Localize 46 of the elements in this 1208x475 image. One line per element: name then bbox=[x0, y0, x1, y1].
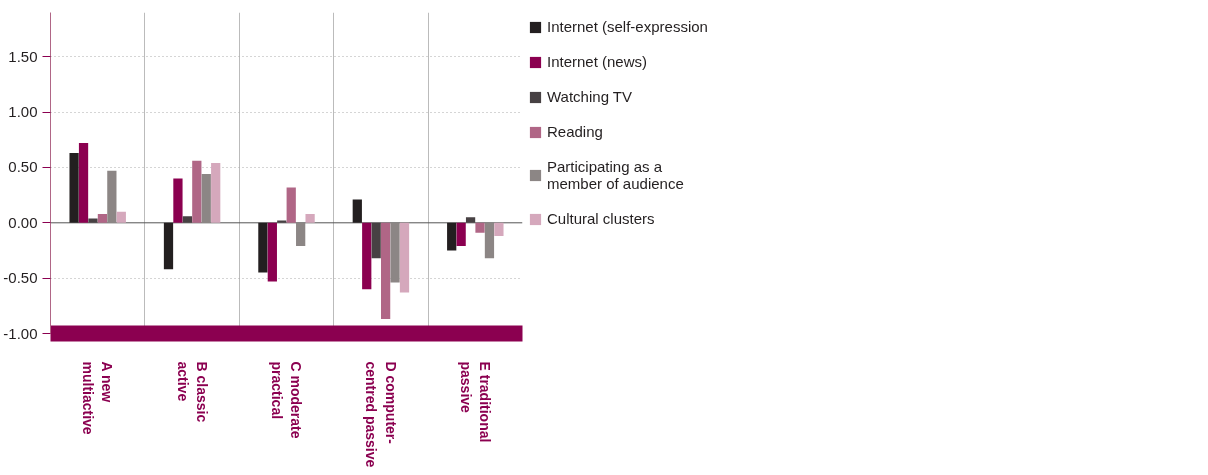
bar bbox=[484, 222, 495, 259]
y-tick-label: -1.00 bbox=[3, 324, 38, 342]
bar bbox=[69, 153, 79, 223]
bar bbox=[447, 222, 457, 251]
bar bbox=[78, 143, 89, 223]
x-tick-label: C moderate practical bbox=[268, 361, 305, 439]
bar bbox=[399, 222, 410, 293]
bar bbox=[116, 211, 126, 223]
bar bbox=[97, 213, 108, 223]
bar bbox=[494, 222, 504, 237]
x-tick-label: E traditional passive bbox=[457, 361, 493, 443]
y-tick-label: -0.50 bbox=[3, 269, 38, 287]
legend-label: Participating as a member of audience bbox=[547, 158, 684, 192]
y-tick-label: 0.00 bbox=[8, 213, 38, 231]
bar bbox=[380, 222, 391, 320]
bar bbox=[267, 222, 277, 282]
legend-label: Watching TV bbox=[547, 88, 633, 105]
x-tick-label: B classic active bbox=[174, 361, 210, 423]
bar bbox=[465, 217, 476, 223]
bar bbox=[352, 199, 362, 223]
y-tick-label: 0.50 bbox=[8, 158, 38, 176]
bar bbox=[305, 213, 315, 223]
bar bbox=[258, 222, 268, 273]
bar bbox=[163, 222, 174, 270]
bar bbox=[475, 222, 485, 233]
bar bbox=[456, 222, 466, 247]
bar bbox=[286, 187, 296, 223]
bar bbox=[390, 222, 400, 283]
bar bbox=[211, 163, 221, 223]
legend-label: Internet (self-expression bbox=[547, 18, 708, 35]
bar bbox=[371, 222, 381, 259]
bar bbox=[88, 218, 98, 223]
legend-label: Reading bbox=[547, 123, 603, 140]
y-tick-label: 1.00 bbox=[8, 103, 38, 121]
bar bbox=[277, 220, 287, 223]
y-tick-label: 1.50 bbox=[8, 47, 38, 65]
bar bbox=[296, 222, 306, 247]
bar bbox=[107, 170, 117, 223]
legend-label: Internet (news) bbox=[547, 53, 648, 70]
bar bbox=[362, 222, 372, 290]
bar bbox=[192, 160, 202, 223]
x-tick-label: A new multiactive bbox=[80, 361, 116, 435]
bar bbox=[201, 174, 211, 223]
legend-label: Cultural clusters bbox=[547, 210, 655, 227]
bar bbox=[182, 216, 193, 223]
bar bbox=[173, 178, 183, 223]
